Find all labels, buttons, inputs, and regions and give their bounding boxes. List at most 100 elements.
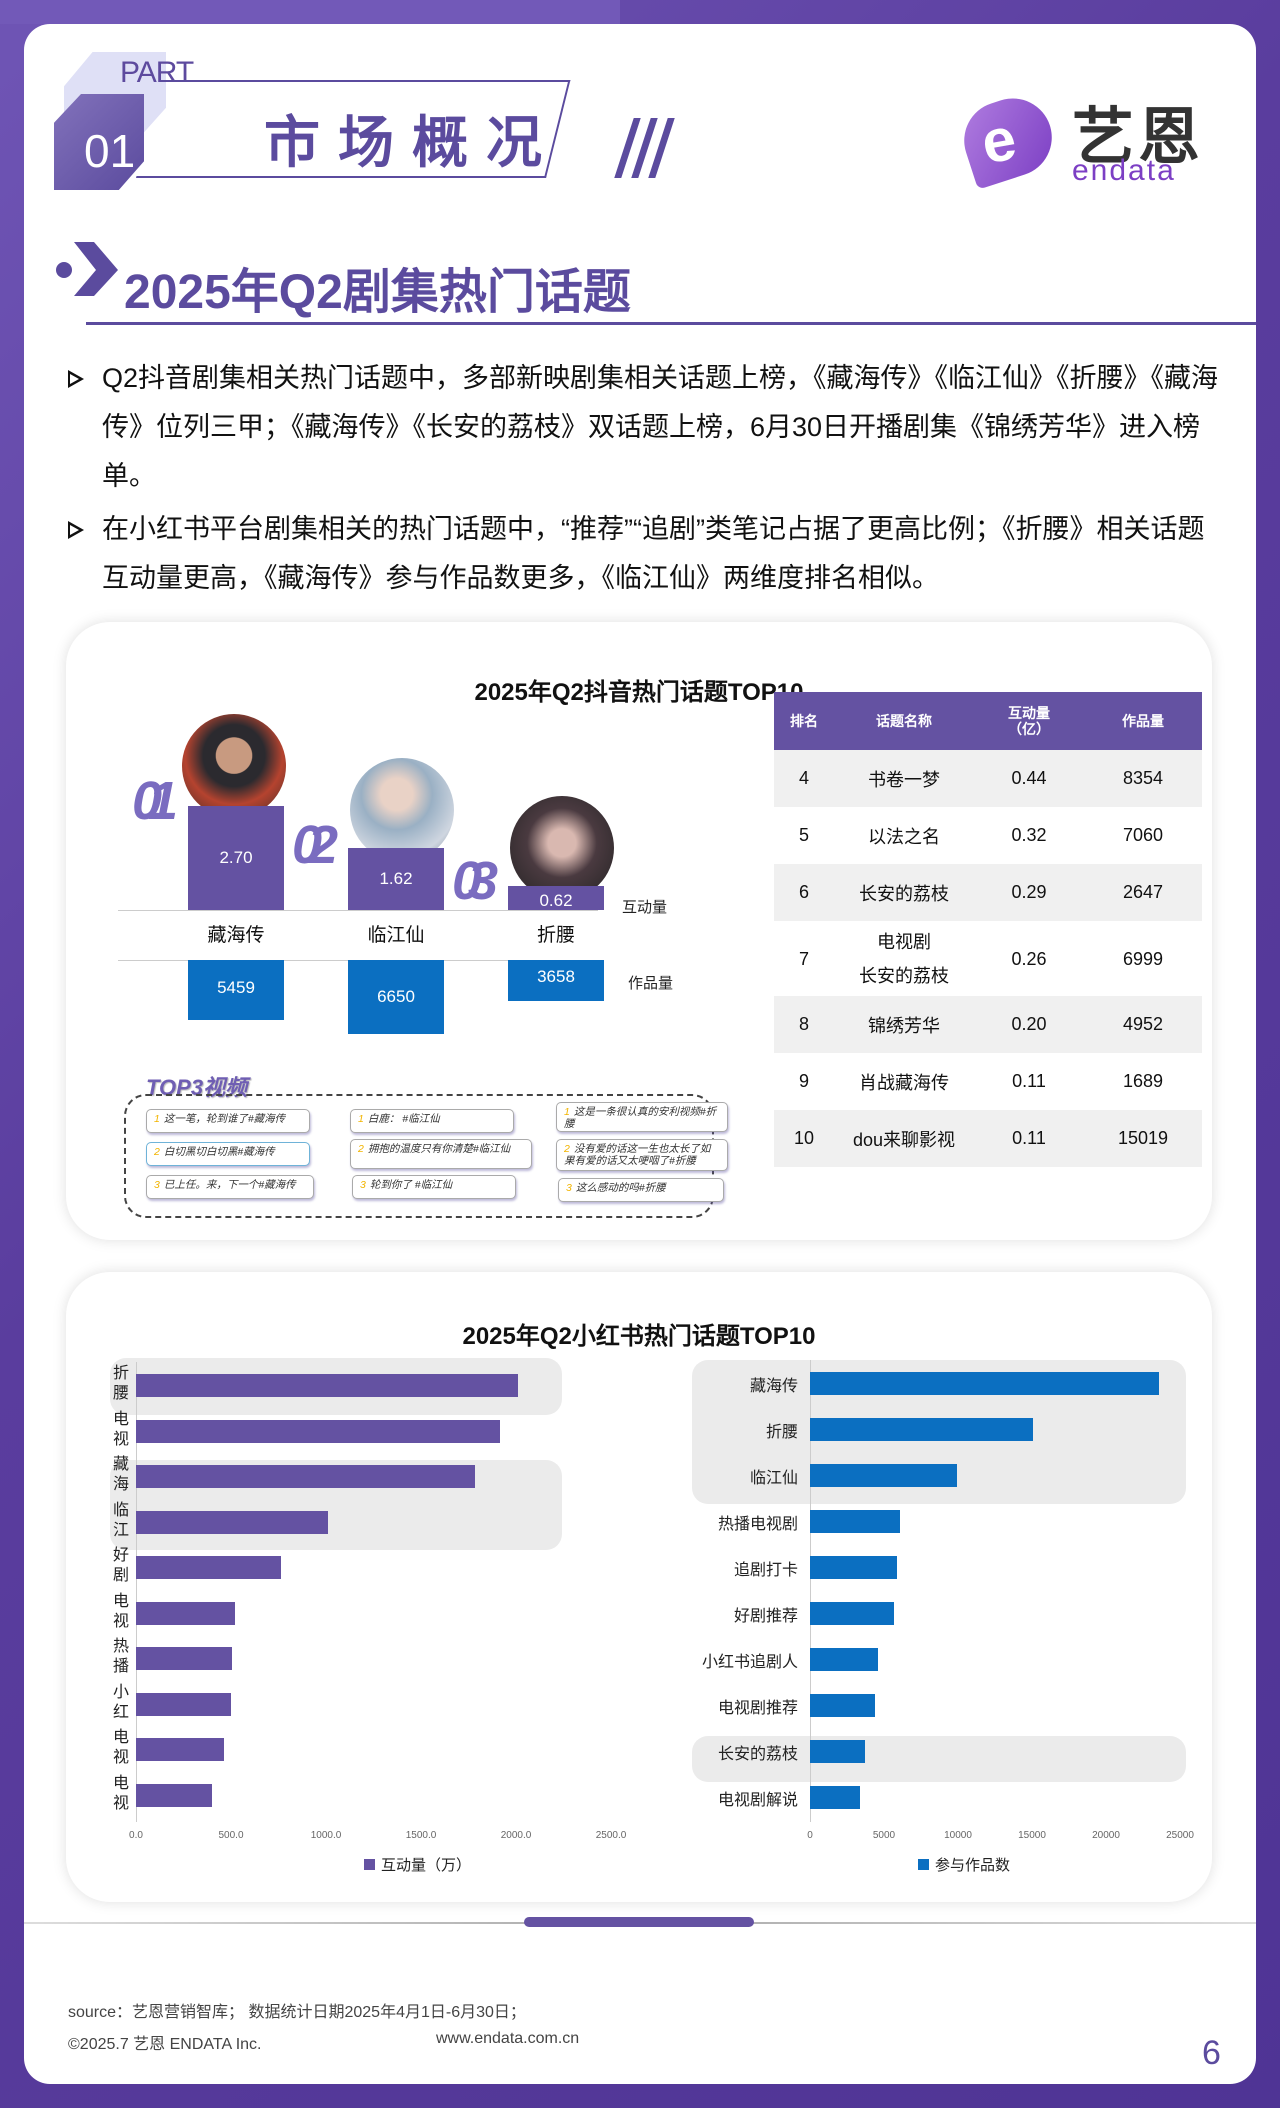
interaction-bar[interactable] [136, 1419, 500, 1443]
video-item[interactable]: 3 已上任。来，下一个#藏海传 [146, 1175, 314, 1199]
interaction-bar[interactable] [136, 1465, 476, 1488]
background-accent [0, 0, 620, 24]
works-bar[interactable] [810, 1648, 879, 1671]
douyin-card: 2025年Q2抖音热门话题TOP10 01 2.70 02 1.62 03 0.… [66, 622, 1212, 1240]
works-bar[interactable] [810, 1510, 901, 1533]
podium-divider-top [118, 910, 598, 911]
interaction-bar[interactable] [136, 1692, 231, 1716]
poster-image-3 [510, 796, 614, 900]
x-tick-label: 1500.0 [405, 1830, 437, 1841]
legend-label: 参与作品数 [935, 1857, 1011, 1874]
cell-works: 15019 [1084, 1110, 1202, 1167]
y-axis-label: 临江仙 [749, 1470, 798, 1487]
works-bar-chart: 藏海传 折腰 临江仙 热播电视剧 追剧打卡 好剧推荐 小红书追剧人 电视剧推荐 长安的荔枝 电视剧… [66, 1272, 1212, 1902]
cell-works: 2647 [1084, 864, 1202, 921]
x-tick-label: 0 [807, 1830, 813, 1841]
bullet-text: Q2抖音剧集相关热门话题中，多部新映剧集相关话题上榜，《藏海传》《临江仙》《折腰… [102, 363, 1219, 491]
bullet-arrow-icon [68, 370, 84, 388]
section-title: 市场概况 [264, 111, 560, 174]
legend-interaction: 互动量（万） [364, 1854, 471, 1875]
cell-rank: 6 [774, 864, 834, 921]
interaction-bar[interactable] [136, 1601, 235, 1625]
y-axis-label: 藏 海 [112, 1456, 129, 1493]
x-tick-label: 500.0 [218, 1830, 244, 1841]
website-link[interactable]: www.endata.com.cn [436, 2030, 580, 2047]
douyin-chart-title: 2025年Q2抖音热门话题TOP10 [474, 679, 804, 706]
cell-interaction: 0.11 [1012, 1071, 1046, 1091]
interaction-bar[interactable] [136, 1374, 518, 1397]
x-tick-label: 0.0 [129, 1830, 143, 1841]
interaction-bar[interactable] [136, 1556, 282, 1579]
legend-label: 互动量（万） [381, 1857, 472, 1874]
logo-english: endata [1072, 154, 1176, 187]
cell-works: 7060 [1122, 825, 1164, 845]
logo-chinese: 艺恩 [1072, 103, 1205, 172]
y-axis-label: 好 剧 [112, 1547, 129, 1584]
works-bar-3: 3658 [508, 960, 604, 1001]
interaction-bar[interactable] [136, 1647, 232, 1670]
rank-badge-3: 03 [452, 851, 498, 911]
interaction-bar[interactable] [136, 1738, 225, 1761]
y-axis-label: 折 腰 [112, 1365, 129, 1402]
interaction-axis-label: 互动量 [622, 899, 668, 916]
video-item[interactable]: 2 没有爱的话这一生也太长了如果有爱的话又太哽咽了#折腰 [556, 1139, 728, 1171]
slash-decoration-icon [614, 118, 675, 178]
works-bar[interactable] [810, 1786, 861, 1809]
cell-works: 6999 [1122, 948, 1164, 969]
x-tick-label: 5000 [872, 1830, 896, 1841]
video-item[interactable]: 3 轮到你了 #临江仙 [352, 1175, 516, 1199]
interaction-bar[interactable] [136, 1510, 328, 1534]
poster-image-1 [182, 714, 286, 818]
x-tick-label: 1000.0 [310, 1830, 342, 1841]
cell-topic: 长安的荔枝 [834, 864, 974, 921]
works-bar[interactable] [810, 1418, 1034, 1441]
copyright: ©2025.7 艺恩 ENDATA Inc. [68, 2036, 262, 2053]
works-bar[interactable] [810, 1464, 957, 1487]
video-item[interactable]: 1 这一笔，轮到谁了#藏海传 [146, 1109, 310, 1133]
interaction-bar-chart: 折 腰电 视藏 海临 江好 剧电 视热 播小 红电 视电 视 0.0 500.0 10… [66, 1272, 666, 1902]
video-item[interactable]: 1 这是一条很认真的安利视频#折腰 [556, 1102, 728, 1132]
column-header-rank: 排名 [774, 692, 834, 750]
cell-topic: 锦绣芳华 [834, 996, 974, 1053]
cell-rank: 8 [774, 996, 834, 1053]
xiaohongshu-chart-title: 2025年Q2小红书热门话题TOP10 [462, 1323, 816, 1350]
endata-logo: e 艺恩 endata [954, 82, 1224, 192]
highlight-band [692, 1736, 1186, 1782]
video-item[interactable]: 3 这么感动的吗#折腰 [558, 1178, 724, 1202]
legend-works: 参与作品数 [918, 1854, 1010, 1875]
y-axis-label: 折腰 [765, 1424, 798, 1441]
works-bar[interactable] [810, 1372, 1160, 1395]
works-bar[interactable] [810, 1694, 876, 1717]
y-axis-label: 电视剧推荐 [717, 1700, 798, 1717]
y-axis-label: 热播电视剧 [717, 1516, 798, 1533]
video-item[interactable]: 2 拥抱的温度只有你清楚#临江仙 [350, 1139, 532, 1169]
cell-topic: 以法之名 [868, 826, 940, 847]
y-axis-label: 追剧打卡 [733, 1562, 798, 1579]
y-axis-line [810, 1360, 811, 1822]
cell-works: 4952 [1084, 996, 1202, 1053]
xiaohongshu-card: 2025年Q2小红书热门话题TOP10 折 腰电 视藏 海临 江好 剧电 视热 … [66, 1272, 1212, 1902]
cell-rank: 7 [798, 948, 809, 969]
cell-interaction: 0.11 [974, 1110, 1084, 1167]
part-number: 01 [84, 125, 136, 177]
cell-interaction: 0.44 [974, 750, 1084, 807]
interaction-bar-2: 1.62 [348, 848, 444, 910]
bullet-item: 在小红书平台剧集相关的热门话题中，“推荐”“追剧”类笔记占据了更高比例；《折腰》… [68, 505, 1228, 603]
works-bar[interactable] [810, 1556, 898, 1579]
podium-name-2: 临江仙 [367, 925, 425, 946]
cell-works: 8354 [1084, 750, 1202, 807]
cell-works: 1689 [1122, 1071, 1164, 1091]
x-tick-label: 2000.0 [500, 1830, 532, 1841]
x-tick-label: 20000 [1092, 1830, 1120, 1841]
interaction-bar[interactable] [136, 1783, 212, 1807]
y-axis-label: 长安的荔枝 [717, 1746, 798, 1763]
rank-badge-2: 02 [292, 815, 338, 875]
table-row: 8 锦绣芳华 0.20 4952 [774, 996, 1202, 1053]
y-axis-line [136, 1362, 137, 1822]
y-axis-label: 热 播 [112, 1638, 129, 1675]
video-item[interactable]: 1 白鹿： #临江仙 [350, 1109, 514, 1133]
x-tick-label: 15000 [1018, 1830, 1046, 1841]
works-bar[interactable] [810, 1602, 895, 1625]
video-item[interactable]: 2 白切黑切白切黑#藏海传 [146, 1142, 310, 1166]
works-bar[interactable] [810, 1740, 865, 1763]
